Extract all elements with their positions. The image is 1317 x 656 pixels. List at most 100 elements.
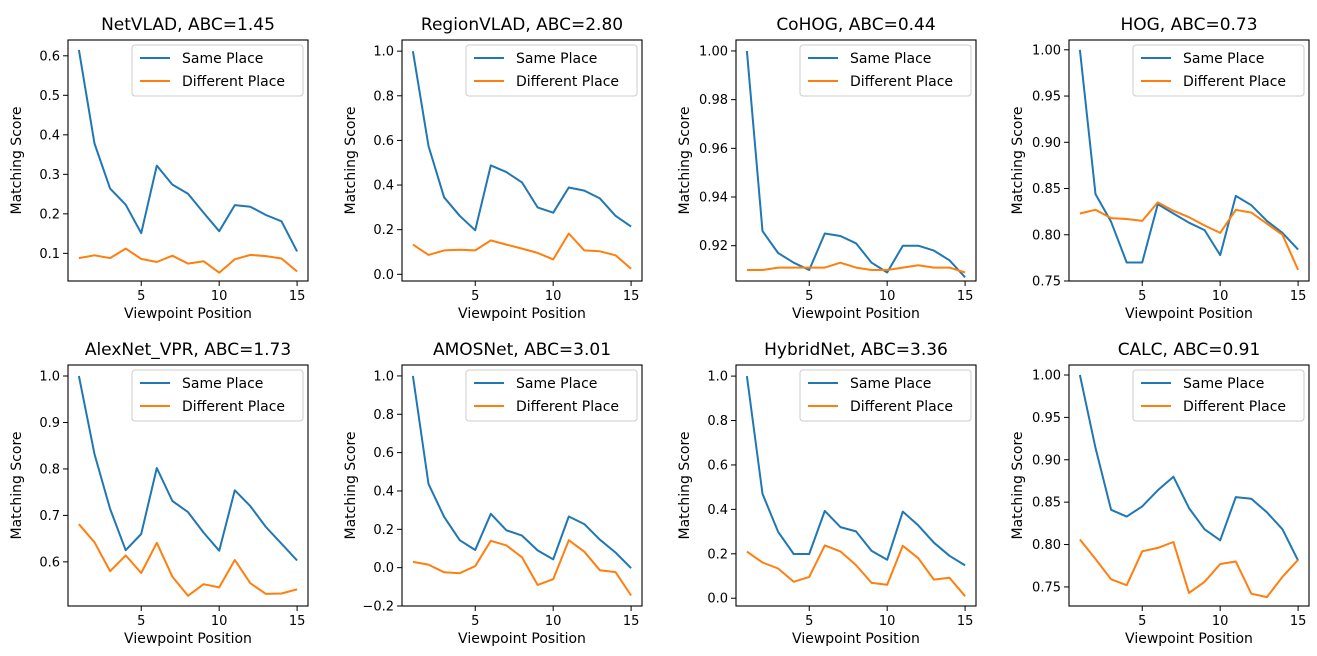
different-place-point: [761, 269, 763, 271]
x-tick-label: 5: [1138, 289, 1146, 304]
different-place-point: [964, 595, 966, 597]
different-place-point: [824, 266, 826, 268]
same-place-point: [218, 230, 220, 232]
y-tick-label: 0.3: [39, 168, 60, 183]
different-place-point: [296, 588, 298, 590]
different-place-point: [218, 272, 220, 274]
different-place-line: [412, 539, 632, 597]
different-place-point: [249, 254, 251, 256]
different-place-point: [296, 270, 298, 272]
subplot-title: CALC, ABC=0.91: [1118, 340, 1261, 360]
different-place-point: [521, 556, 523, 558]
same-place-point: [280, 220, 282, 222]
subplot-2: RegionVLAD, ABC=2.80 5 10 15 0.0 0.2 0.4 0.6 0.8…: [343, 15, 643, 322]
same-place-point: [280, 543, 282, 545]
different-place-point: [1157, 201, 1159, 203]
axes-frame: [67, 364, 309, 607]
x-tick-label: 5: [471, 614, 479, 629]
x-tick-label: 5: [471, 289, 479, 304]
different-place-point: [1219, 563, 1221, 565]
different-place-point: [234, 559, 236, 561]
same-place-point: [521, 181, 523, 183]
y-axis-label: Matching Score: [1010, 431, 1026, 539]
same-place-point: [412, 50, 414, 52]
x-tick-label: 10: [1212, 614, 1229, 629]
y-tick-label: −0.2: [362, 600, 394, 615]
different-place-line: [746, 544, 966, 597]
same-place-line: [745, 375, 966, 567]
y-tick-label: 1.0: [39, 370, 60, 385]
legend-box: [1132, 44, 1305, 97]
same-place-point: [1281, 528, 1283, 530]
same-place-point: [443, 196, 445, 198]
legend: Same Place Different Place: [1132, 369, 1305, 422]
different-place-point: [443, 571, 445, 573]
same-place-point: [824, 510, 826, 512]
y-tick-label: 0.90: [1032, 453, 1061, 468]
same-place-point: [746, 375, 748, 377]
different-place-point: [614, 254, 616, 256]
y-tick-label: 0.4: [373, 484, 394, 499]
same-place-point: [109, 187, 111, 189]
x-tick-label: 15: [289, 614, 306, 629]
different-place-point: [599, 250, 601, 252]
legend-label: Same Place: [850, 376, 931, 392]
different-place-point: [1094, 558, 1096, 560]
same-place-point: [78, 49, 80, 51]
different-place-point: [933, 578, 935, 580]
same-place-point: [870, 550, 872, 552]
different-place-point: [870, 269, 872, 271]
same-place-point: [1203, 229, 1205, 231]
same-place-point: [761, 493, 763, 495]
same-place-point: [1219, 539, 1221, 541]
same-place-point: [1250, 204, 1252, 206]
same-place-point: [777, 252, 779, 254]
y-tick-label: 0.85: [1032, 182, 1061, 197]
y-tick-label: 1.00: [1032, 43, 1061, 58]
subplot-title: HOG, ABC=0.73: [1120, 15, 1257, 35]
legend: Same Place Different Place: [465, 369, 638, 422]
same-place-point: [459, 539, 461, 541]
y-tick-label: 1.0: [707, 370, 728, 385]
different-place-point: [948, 266, 950, 268]
x-tick-label: 10: [211, 289, 228, 304]
same-place-point: [746, 50, 748, 52]
different-place-point: [839, 262, 841, 264]
y-axis-label: Matching Score: [9, 106, 25, 214]
different-place-line: [78, 523, 298, 597]
legend-box: [131, 369, 304, 422]
subplot-title: CoHOG, ABC=0.44: [776, 15, 935, 35]
y-tick-label: 0.85: [1032, 496, 1061, 511]
same-place-point: [427, 145, 429, 147]
y-tick-label: 0.4: [373, 179, 394, 194]
same-place-point: [808, 269, 810, 271]
same-place-point: [1110, 221, 1112, 223]
same-place-line: [77, 375, 298, 562]
same-place-point: [1094, 193, 1096, 195]
same-place-point: [1297, 248, 1299, 250]
different-place-line: [1079, 201, 1300, 271]
same-place-point: [249, 505, 251, 507]
same-place-point: [427, 483, 429, 485]
subplot-6: AMOSNet, ABC=3.01 5 10 15 −0.2 0.0 0.2 0.4 0.6 0.…: [343, 340, 643, 647]
axes-frame: [67, 39, 309, 282]
same-place-point: [187, 511, 189, 513]
same-place-point: [1126, 261, 1128, 263]
same-place-point: [474, 549, 476, 551]
y-tick-label: 0.96: [699, 142, 728, 157]
different-place-point: [1188, 216, 1190, 218]
same-place-point: [1094, 447, 1096, 449]
different-place-point: [630, 268, 632, 270]
same-place-point: [933, 249, 935, 251]
x-tick-label: 5: [805, 614, 813, 629]
y-axis-label: Matching Score: [1010, 106, 1026, 214]
axes-frame: [735, 39, 977, 282]
same-place-point: [1188, 222, 1190, 224]
y-tick-label: 0.6: [373, 134, 394, 149]
x-tick-label: 5: [137, 614, 145, 629]
subplot-3: CoHOG, ABC=0.44 5 10 15 0.92 0.94 0.96 0.98 1.00…: [677, 15, 977, 322]
different-place-point: [521, 247, 523, 249]
same-place-point: [1266, 220, 1268, 222]
different-place-point: [1172, 541, 1174, 543]
different-place-point: [1266, 596, 1268, 598]
